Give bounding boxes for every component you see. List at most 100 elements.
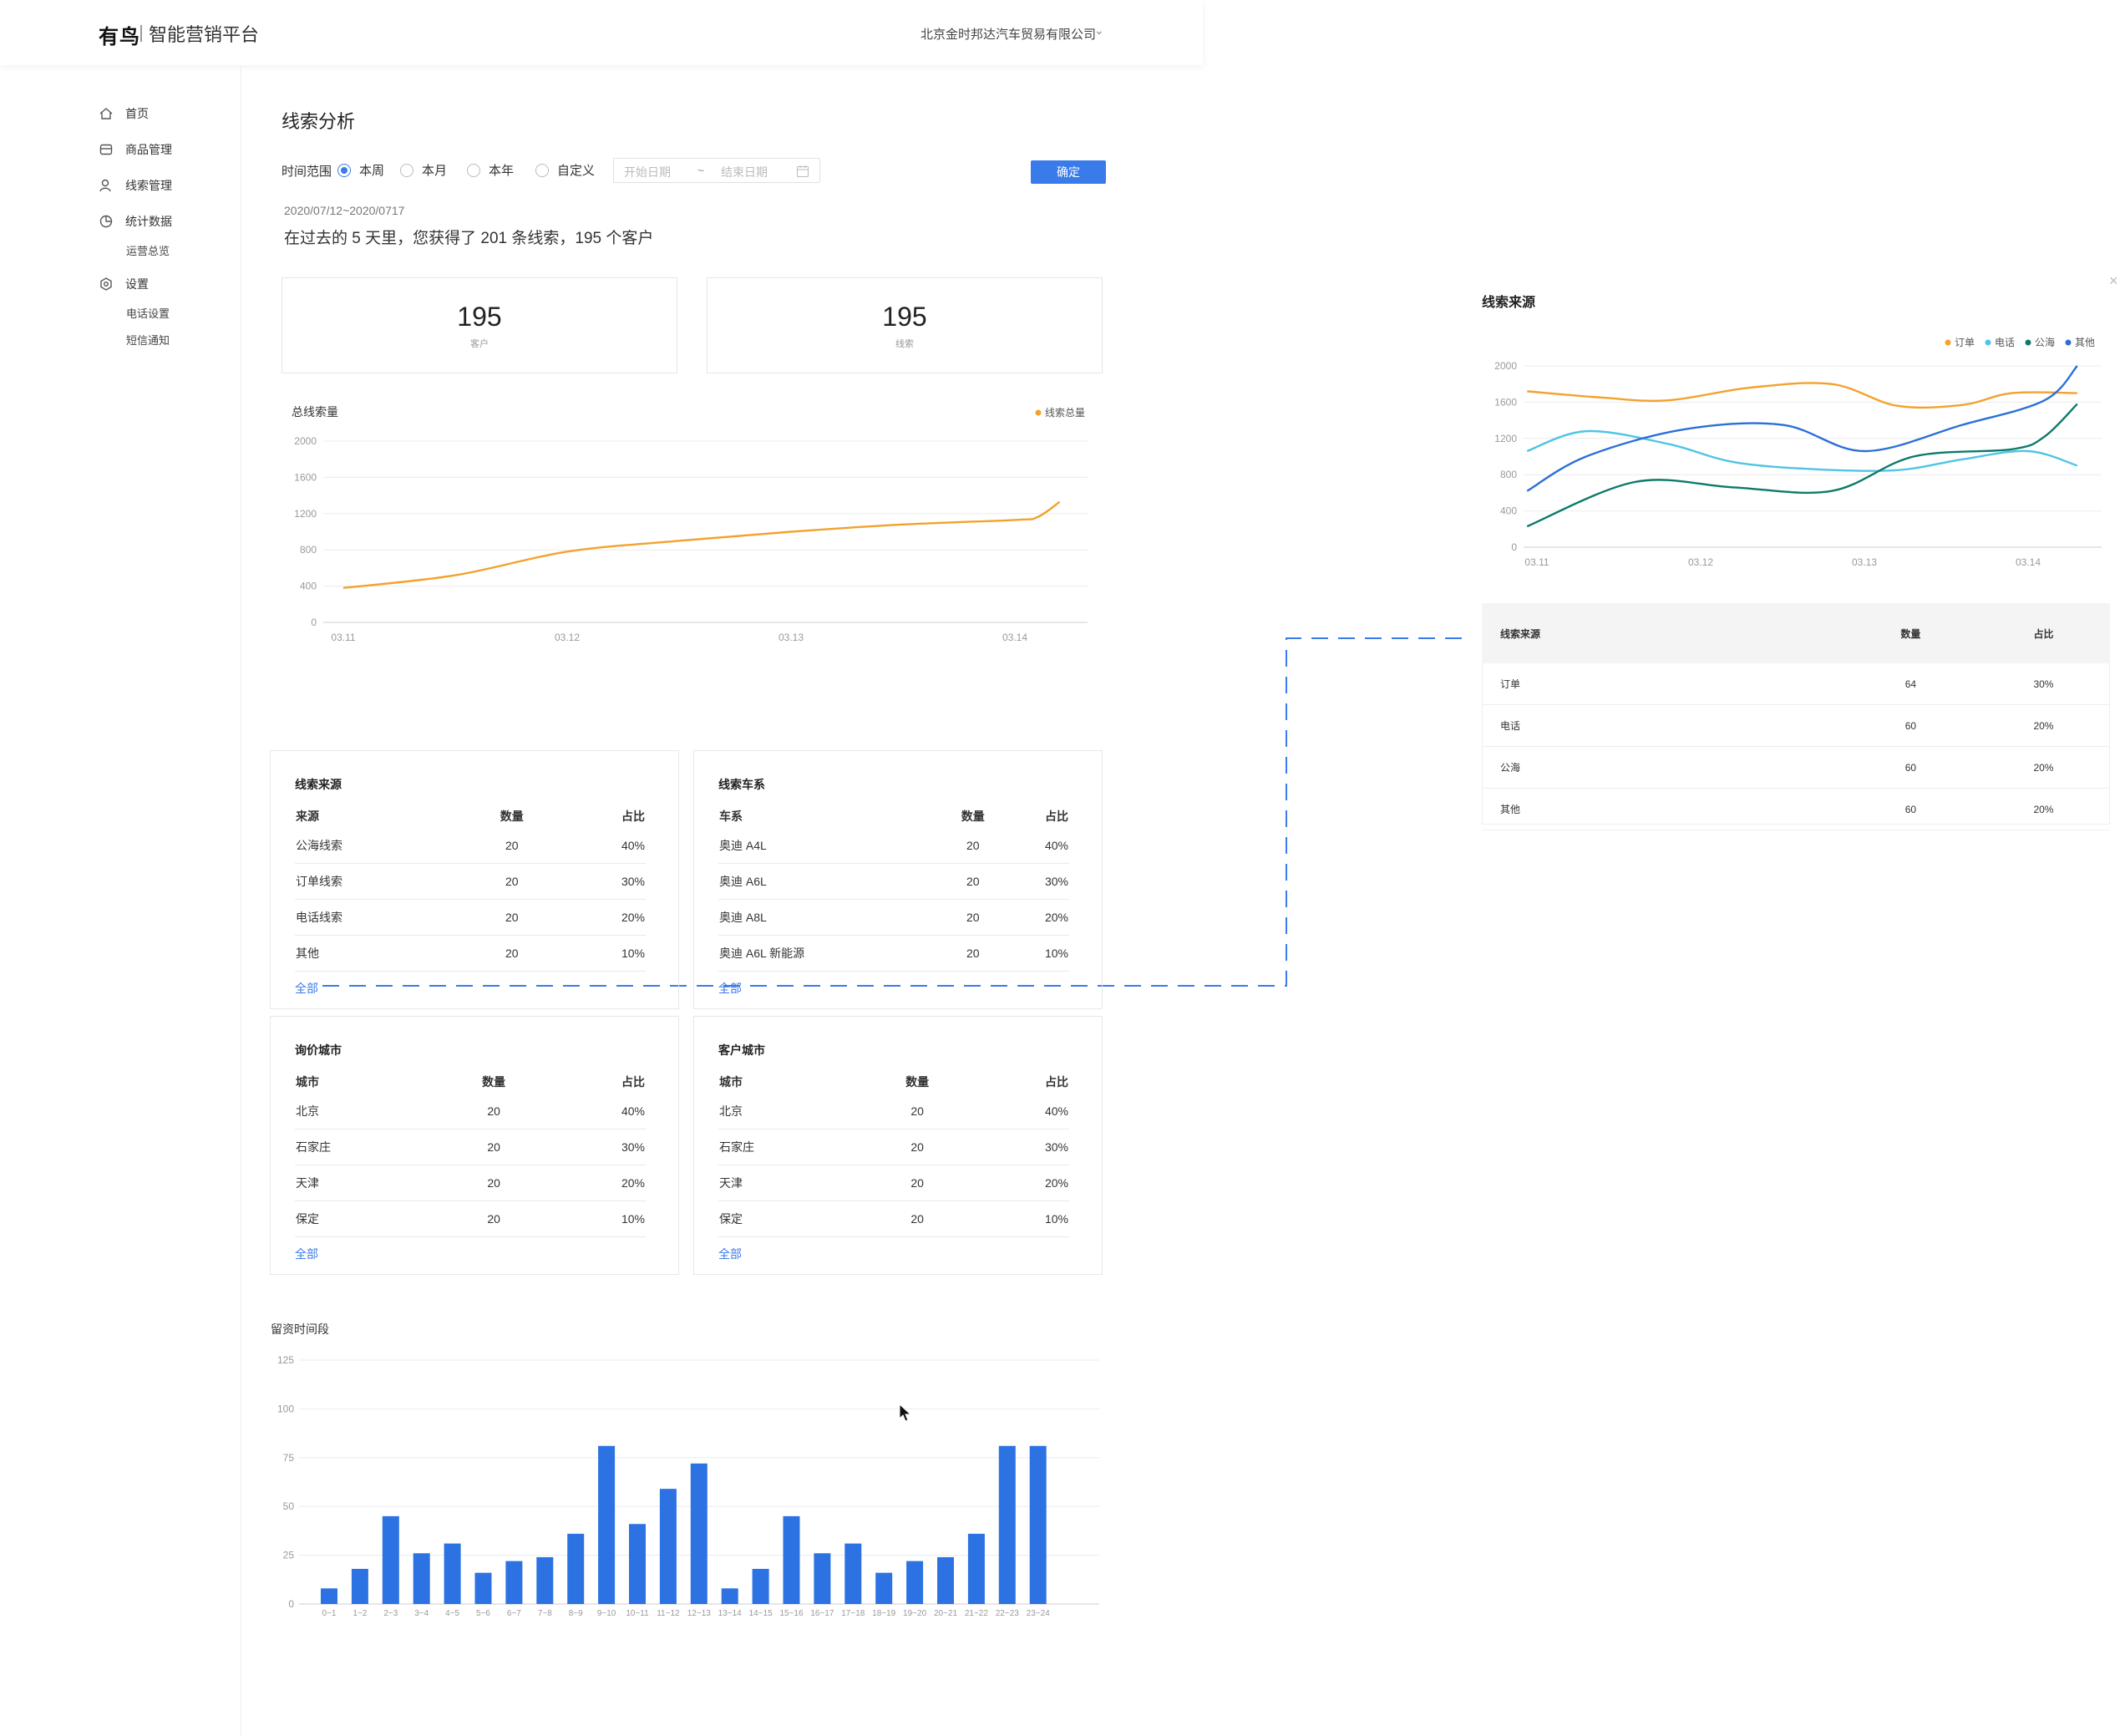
company-selector[interactable]: 北京金时邦达汽车贸易有限公司 — [920, 28, 1097, 42]
view-all-link[interactable]: 全部 — [295, 1247, 318, 1261]
end-date-input[interactable]: 结束日期 — [721, 165, 768, 179]
table-cell: 10% — [544, 1200, 646, 1237]
table-cell: 20% — [544, 1165, 646, 1201]
sidebar-subitem-phone[interactable]: 电话设置 — [126, 307, 170, 320]
bar — [998, 1445, 1016, 1604]
sidebar-item-leads[interactable]: 线索管理 — [99, 177, 172, 194]
sidebar-subitem-sms[interactable]: 短信通知 — [126, 334, 170, 347]
table-row: 奥迪 A6L 20 30% — [718, 863, 1069, 900]
gear-icon — [100, 277, 112, 291]
table-cell: 其他 — [1482, 788, 1844, 830]
view-all-link[interactable]: 全部 — [718, 1247, 742, 1261]
x-tick-label: 8~9 — [569, 1609, 583, 1618]
x-tick-label: 11~12 — [657, 1609, 680, 1618]
chevron-down-icon[interactable]: ⌄ — [1094, 23, 1104, 37]
radio-label: 本年 — [489, 164, 515, 178]
view-all-link[interactable]: 全部 — [718, 982, 742, 995]
card-title: 询价城市 — [295, 1043, 342, 1057]
table-row: 订单 64 30% — [1482, 663, 2110, 705]
confirm-button[interactable]: 确定 — [1031, 160, 1106, 184]
radio-month[interactable]: 本月 — [400, 161, 447, 179]
table-header: 数量 — [961, 810, 985, 823]
start-date-input[interactable]: 开始日期 — [624, 165, 671, 179]
bar — [875, 1572, 893, 1604]
table-cell: 40% — [1005, 828, 1069, 864]
table-cell: 20% — [1976, 788, 2110, 830]
table-cell: 60 — [1844, 704, 1977, 747]
table-cell: 订单线索 — [295, 863, 468, 900]
bar — [444, 1543, 461, 1604]
radio-custom[interactable]: 自定义 — [535, 161, 595, 179]
table-row: 公海线索 20 40% — [295, 828, 646, 864]
calendar-icon[interactable] — [796, 165, 809, 178]
table-row: 北京 20 40% — [718, 1094, 1069, 1129]
range-separator: ~ — [697, 164, 705, 177]
table-row: 电话线索 20 20% — [295, 899, 646, 936]
app-title: 智能营销平台 — [149, 24, 260, 45]
table-cell: 30% — [556, 863, 646, 900]
radio-label: 自定义 — [557, 164, 596, 178]
view-all-link[interactable]: 全部 — [295, 982, 318, 995]
cursor-icon — [899, 1404, 912, 1422]
bar — [844, 1543, 862, 1604]
table-cell: 20 — [467, 899, 557, 936]
x-tick-label: 3~4 — [414, 1609, 429, 1618]
y-tick-label: 75 — [283, 1452, 295, 1464]
y-tick-label: 1600 — [294, 471, 317, 483]
radio-checked-icon — [337, 163, 351, 177]
lead-source-chart: 0 400 800 1200 1600 2000 03.11 03.12 03.13 03.14 其… — [1494, 336, 2102, 568]
sidebar-item-label: 设置 — [125, 277, 149, 291]
close-icon[interactable]: × — [2109, 272, 2118, 289]
table-row: 天津 20 20% — [718, 1165, 1069, 1201]
y-tick-label: 100 — [277, 1403, 294, 1414]
logo: 有鸟 — [99, 26, 140, 48]
sidebar-item-label: 首页 — [125, 107, 149, 120]
table-cell: 20 — [467, 935, 557, 972]
table-header: 来源 — [296, 810, 319, 823]
radio-week[interactable]: 本周 — [337, 161, 384, 179]
table-row: 保定 20 10% — [718, 1200, 1069, 1237]
radio-year[interactable]: 本年 — [467, 161, 514, 179]
table-cell: 石家庄 — [295, 1129, 444, 1165]
table-cell: 奥迪 A4L — [718, 828, 941, 864]
bar — [321, 1588, 337, 1604]
table-row: 奥迪 A4L 20 40% — [718, 828, 1069, 864]
chart-title: 总线索量 — [292, 405, 338, 419]
x-tick-label: 4~5 — [445, 1609, 459, 1618]
sidebar-item-products[interactable]: 商品管理 — [99, 141, 172, 158]
table-cell: 20 — [443, 1094, 545, 1129]
table-cell: 20 — [443, 1200, 545, 1237]
table-header-row: 车系 数量 占比 — [718, 805, 1069, 828]
series-line — [1526, 429, 2078, 472]
lead-source-table: 来源 数量 占比 公海线索 20 40% 订单线索 20 30% 电话线索 20 20% 其他 20 10% — [295, 805, 646, 972]
table-row: 其他 60 20% — [1482, 788, 2110, 830]
table-cell: 20 — [866, 1165, 968, 1201]
user-icon — [99, 179, 111, 192]
table-header: 占比 — [1976, 603, 2110, 663]
x-tick-label: 1~2 — [352, 1609, 367, 1618]
sidebar-item-home[interactable]: 首页 — [99, 105, 149, 122]
table-row: 公海 60 20% — [1482, 746, 2110, 789]
x-tick-label: 14~15 — [749, 1609, 773, 1618]
date-range-picker[interactable]: 开始日期 ~ 结束日期 — [613, 158, 820, 183]
sidebar-item-statistics[interactable]: 统计数据 — [99, 213, 172, 230]
x-tick-label: 23~24 — [1027, 1609, 1051, 1618]
summary-text: 在过去的 5 天里，您获得了 201 条线索，195 个客户 — [284, 230, 654, 247]
sidebar-subitem-overview[interactable]: 运营总览 — [126, 245, 170, 257]
y-tick-label: 800 — [300, 544, 317, 556]
x-tick-label: 7~8 — [538, 1609, 552, 1618]
bar — [1029, 1445, 1047, 1604]
table-cell: 20 — [866, 1129, 968, 1165]
table-header: 车系 — [719, 810, 743, 823]
legend-marker — [1945, 339, 1951, 346]
x-tick-label: 03.11 — [1524, 556, 1549, 568]
table-cell: 公海线索 — [295, 828, 468, 864]
stat-customers: 195 客户 — [281, 277, 677, 373]
x-tick-label: 6~7 — [507, 1609, 521, 1618]
table-header-row: 城市 数量 占比 — [718, 1070, 1069, 1094]
sidebar-item-settings[interactable]: 设置 — [99, 276, 149, 292]
table-header-row: 线索来源 数量 占比 — [1482, 603, 2110, 663]
radio-label: 本周 — [359, 164, 385, 178]
x-tick-label: 5~6 — [476, 1609, 490, 1618]
y-tick-label: 2000 — [294, 435, 317, 447]
